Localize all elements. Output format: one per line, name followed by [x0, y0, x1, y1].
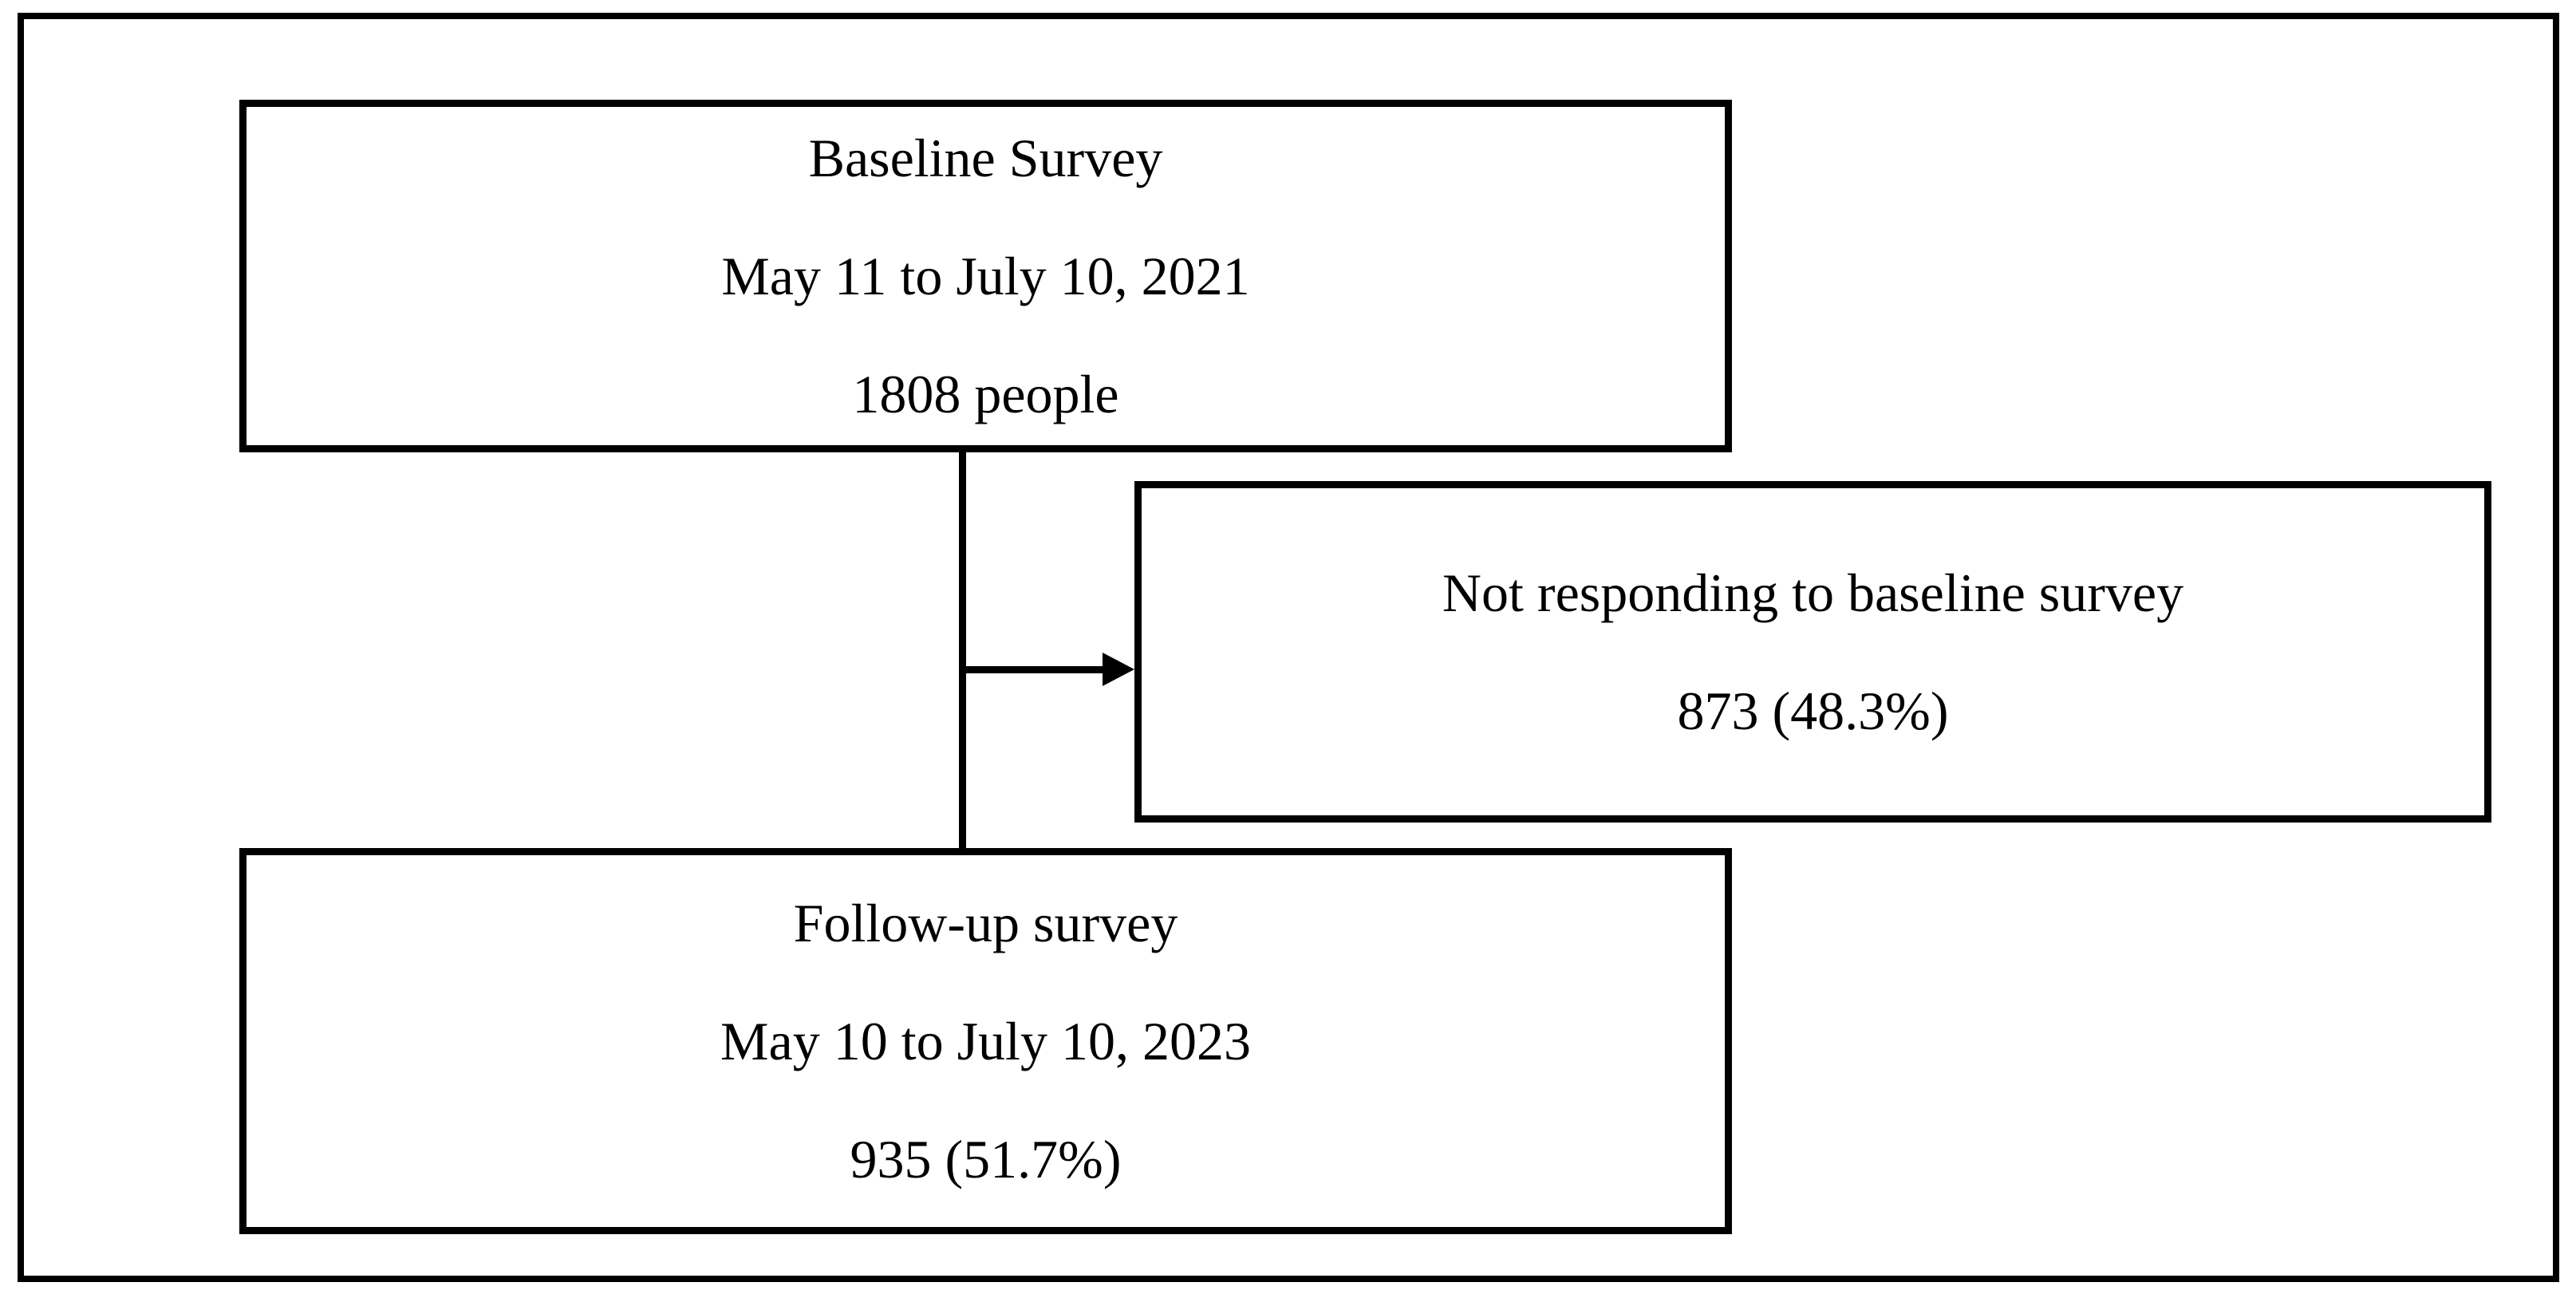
- baseline-survey-dates: May 11 to July 10, 2021: [721, 246, 1250, 306]
- not-responding-count: 873 (48.3%): [1677, 681, 1949, 741]
- baseline-survey-title: Baseline Survey: [808, 128, 1163, 188]
- follow-up-title: Follow-up survey: [793, 893, 1178, 953]
- connector-horizontal-line: [962, 666, 1106, 673]
- baseline-survey-count: 1808 people: [852, 364, 1119, 424]
- follow-up-box: Follow-up survey May 10 to July 10, 2023…: [239, 848, 1732, 1234]
- connector-vertical-line: [959, 452, 966, 851]
- arrow-right-icon: [1103, 653, 1134, 686]
- follow-up-dates: May 10 to July 10, 2023: [720, 1011, 1251, 1071]
- follow-up-count: 935 (51.7%): [850, 1129, 1122, 1190]
- not-responding-box: Not responding to baseline survey 873 (4…: [1134, 481, 2491, 823]
- baseline-survey-box: Baseline Survey May 11 to July 10, 2021 …: [239, 100, 1732, 452]
- not-responding-title: Not responding to baseline survey: [1442, 562, 2184, 623]
